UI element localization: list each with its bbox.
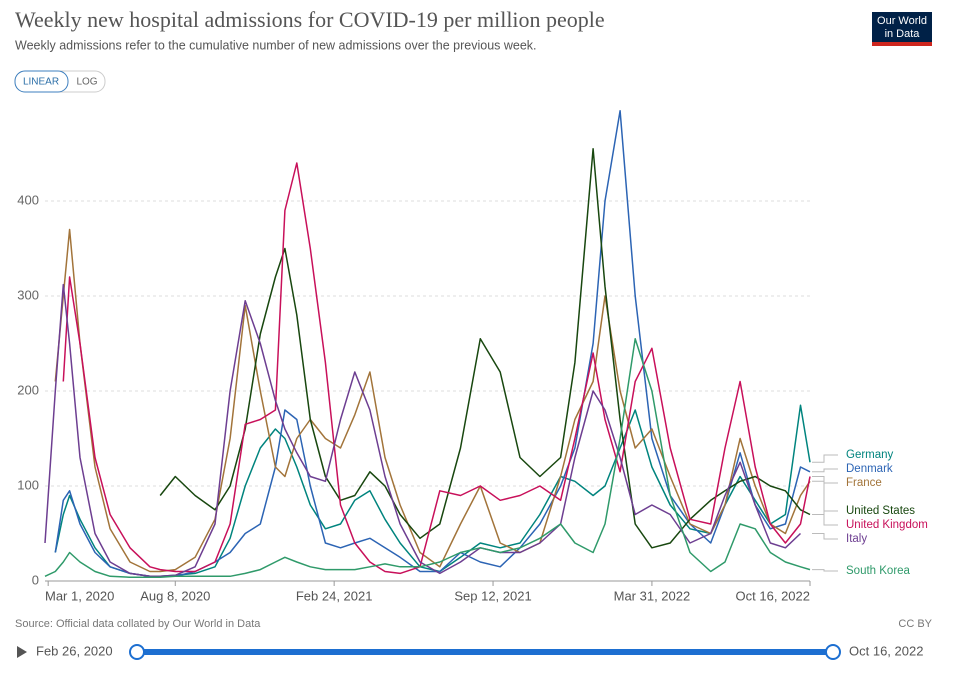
legend-connector (812, 510, 838, 515)
legend-connector (812, 569, 838, 572)
y-tick-label: 100 (17, 477, 39, 492)
y-tick-label: 0 (32, 572, 39, 587)
y-tick-label: 300 (17, 287, 39, 302)
series-line (44, 338, 811, 578)
x-tick-label: Feb 24, 2021 (296, 588, 373, 603)
play-button[interactable] (17, 646, 27, 658)
series-line (54, 110, 811, 578)
legend-connector (812, 476, 838, 526)
legend-label: Denmark (846, 463, 893, 475)
legend-label: France (846, 477, 882, 489)
timeline-start: Feb 26, 2020 (36, 643, 113, 658)
legend-label: United Kingdom (846, 519, 928, 531)
source: Source: Official data collated by Our Wo… (15, 618, 261, 630)
y-tick-label: 200 (17, 382, 39, 397)
timeline-handle[interactable] (129, 644, 145, 660)
legend-connector (812, 533, 838, 540)
timeline-handle[interactable] (825, 644, 841, 660)
logo-bar (872, 42, 932, 46)
timeline-end: Oct 16, 2022 (849, 643, 923, 658)
series-line (159, 148, 811, 549)
series-line (62, 162, 811, 575)
linear-label: LINEAR (23, 77, 59, 88)
log-button[interactable]: LOG (76, 77, 97, 88)
legend-label: Italy (846, 533, 867, 545)
logo-text: Our World (877, 15, 927, 27)
legend-label: United States (846, 505, 915, 517)
logo[interactable] (872, 12, 932, 46)
linear-button[interactable] (14, 70, 69, 93)
x-tick-label: Aug 8, 2020 (140, 588, 210, 603)
chart-title: Weekly new hospital admissions for COVID… (15, 7, 605, 32)
y-tick-label: 400 (17, 192, 39, 207)
series-line (44, 283, 802, 578)
legend-label: Germany (846, 449, 894, 461)
logo-text: in Data (885, 28, 921, 40)
x-tick-label: Mar 1, 2020 (45, 588, 114, 603)
chart-subtitle: Weekly admissions refer to the cumulativ… (15, 38, 537, 52)
timeline-track[interactable] (137, 649, 833, 655)
legend-label: South Korea (846, 565, 911, 577)
legend-connector (812, 480, 838, 484)
legend-connector (812, 468, 838, 473)
x-tick-label: Sep 12, 2021 (454, 588, 531, 603)
license[interactable]: CC BY (898, 618, 932, 630)
series-line (54, 404, 811, 578)
x-tick-label: Mar 31, 2022 (614, 588, 691, 603)
x-tick-label: Oct 16, 2022 (736, 588, 810, 603)
legend-connector (812, 454, 838, 463)
series-line (54, 228, 811, 573)
